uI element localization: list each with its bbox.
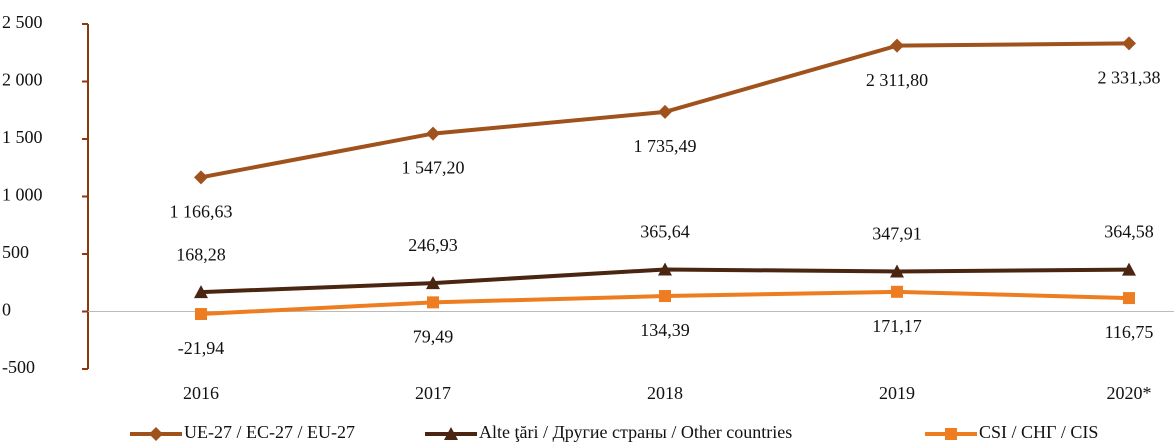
y-tick-label: 500	[2, 242, 29, 262]
data-label: 116,75	[1105, 322, 1154, 342]
data-label: 134,39	[640, 320, 690, 340]
y-tick-label: -500	[2, 357, 35, 377]
marker	[659, 290, 671, 303]
x-tick-label: 2018	[647, 383, 683, 403]
y-tick-label: 1 500	[2, 127, 43, 147]
marker	[658, 104, 672, 119]
data-label: 246,93	[408, 235, 458, 255]
y-tick-label: 1 000	[2, 185, 43, 205]
y-tick-label: 2 500	[2, 12, 43, 32]
marker	[194, 170, 208, 185]
legend-marker	[945, 428, 957, 440]
data-label: 365,64	[640, 222, 690, 242]
marker	[426, 126, 440, 141]
y-tick-label: 2 000	[2, 70, 43, 90]
marker	[658, 262, 672, 276]
data-label: 79,49	[413, 326, 454, 346]
legend-marker	[149, 427, 163, 441]
data-label: 171,17	[872, 316, 922, 336]
data-label: 1 547,20	[402, 158, 465, 178]
data-label: 168,28	[176, 244, 226, 264]
marker	[1122, 262, 1136, 276]
legend-label: Alte ţări / Другие страны / Other countr…	[479, 422, 792, 442]
marker	[195, 308, 207, 321]
legend-label: CSI / СНГ / CIS	[979, 422, 1098, 442]
legend-marker	[444, 427, 458, 440]
x-tick-label: 2020*	[1107, 383, 1152, 403]
marker	[1122, 36, 1136, 51]
marker	[890, 264, 904, 278]
data-label: 2 311,80	[866, 70, 928, 90]
data-label: 1 735,49	[634, 136, 697, 156]
legend-label: UE-27 / ЕС-27 / EU-27	[184, 422, 355, 442]
marker	[426, 276, 440, 290]
marker	[194, 285, 208, 299]
data-label: -21,94	[178, 338, 225, 358]
x-tick-label: 2016	[183, 383, 219, 403]
marker	[890, 38, 904, 53]
marker	[891, 285, 903, 298]
data-label: 347,91	[872, 224, 922, 244]
x-tick-label: 2017	[415, 383, 451, 403]
marker	[427, 296, 439, 309]
data-label: 364,58	[1104, 222, 1154, 242]
data-label: 2 331,38	[1098, 68, 1161, 88]
y-tick-label: 0	[2, 300, 11, 320]
x-tick-label: 2019	[879, 383, 915, 403]
data-label: 1 166,63	[170, 201, 233, 221]
marker	[1123, 292, 1135, 305]
